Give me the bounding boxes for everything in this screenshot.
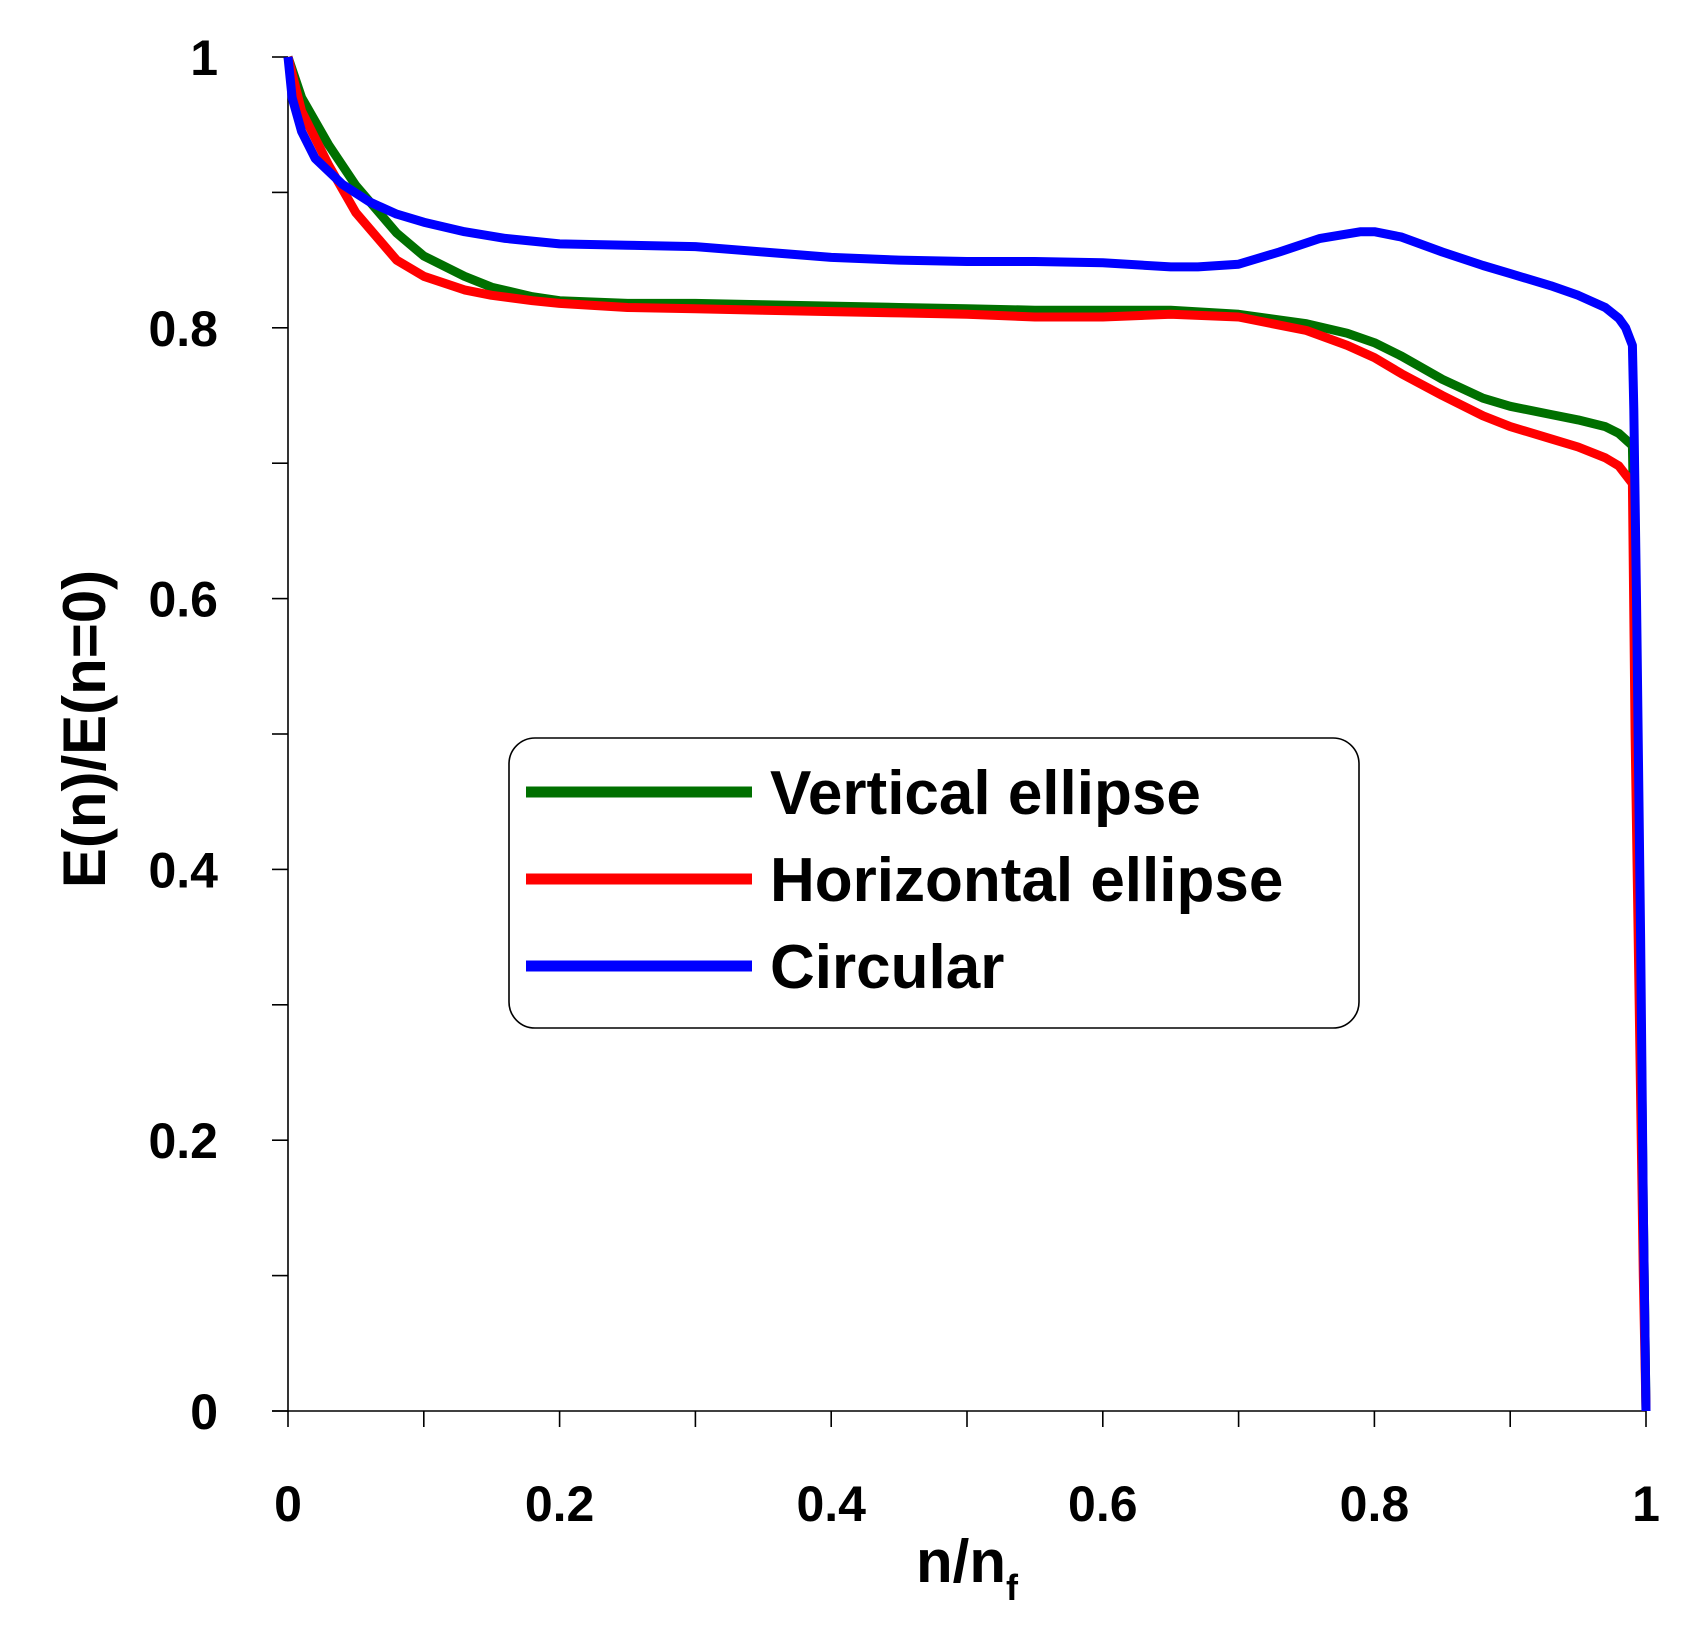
x-tick-label: 1 <box>1632 1476 1660 1532</box>
legend-label: Horizontal ellipse <box>770 846 1283 915</box>
legend-items: Vertical ellipse Horizontal ellipse Circul… <box>526 759 1283 1002</box>
legend-box <box>508 737 1360 1029</box>
legend-label: Circular <box>770 933 1004 1002</box>
legend-label: Vertical ellipse <box>770 759 1201 828</box>
series-group <box>283 55 1651 1412</box>
y-axis-title: E(n)/E(n=0) <box>51 570 118 888</box>
y-tick-label: 0.6 <box>148 572 218 628</box>
y-tick-label: 0.8 <box>148 301 218 357</box>
y-tick-label: 0.2 <box>148 1113 218 1169</box>
series-line-horizontal-ellipse <box>283 55 1651 1412</box>
y-tick-label: 0 <box>190 1384 218 1440</box>
series-line-vertical-ellipse <box>283 55 1651 1412</box>
series-line-circular <box>283 56 1651 1412</box>
x-tick-label: 0.6 <box>1068 1476 1138 1532</box>
x-axis-title-subscript: f <box>1006 1567 1019 1608</box>
x-tick-label: 0.2 <box>525 1476 595 1532</box>
x-ticks: 0 0.2 0.4 0.6 0.8 1 <box>274 1411 1660 1532</box>
y-ticks: 0 0.2 0.4 0.6 0.8 1 <box>148 30 288 1440</box>
legend: Vertical ellipse Horizontal ellipse Circul… <box>508 737 1360 1029</box>
y-tick-label: 1 <box>190 30 218 86</box>
y-tick-label: 0.4 <box>148 842 218 898</box>
x-axis-title-main: n/n <box>916 1528 1006 1595</box>
axes: 0 0.2 0.4 0.6 0.8 1 0 0.2 0.4 0.6 0.8 1 <box>148 30 1659 1532</box>
x-tick-label: 0 <box>274 1476 302 1532</box>
x-tick-label: 0.8 <box>1340 1476 1410 1532</box>
x-axis-title: n/nf <box>916 1528 1019 1608</box>
x-tick-label: 0.4 <box>796 1476 866 1532</box>
